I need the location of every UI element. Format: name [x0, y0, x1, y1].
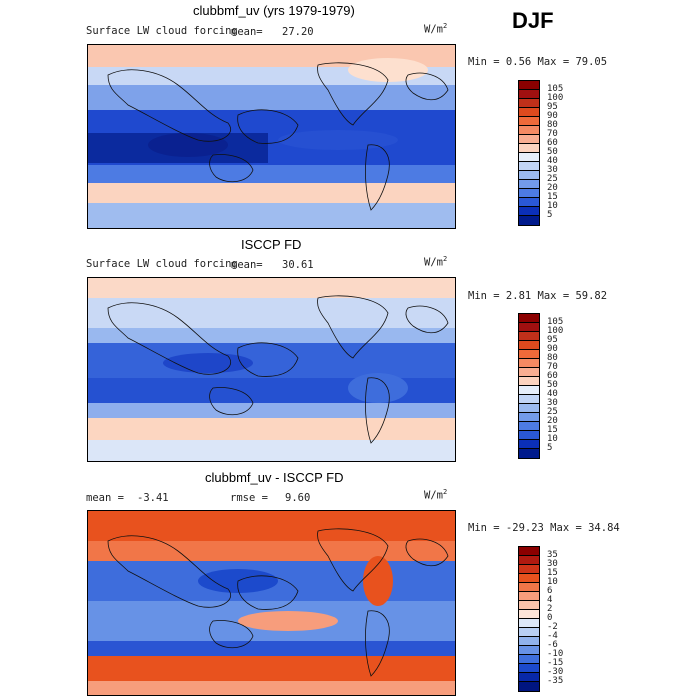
- colorbar-tick-label: 5: [547, 210, 553, 220]
- panel1-min-max: Min = 0.56 Max = 79.05: [468, 56, 608, 68]
- colorbar-tick-label: 35: [547, 550, 558, 560]
- panel2-min-max: Min = 2.81 Max = 59.82: [468, 290, 608, 302]
- panel2-colorbar-swatch: [518, 448, 540, 459]
- panel3-mean-label: mean =: [86, 492, 124, 504]
- colorbar-tick-label: 30: [547, 398, 558, 408]
- colorbar-tick-label: 60: [547, 138, 558, 148]
- panel3-units: W/m2: [424, 488, 448, 502]
- colorbar-tick-label: -35: [547, 676, 564, 686]
- panel2-colorbar: [518, 313, 540, 461]
- colorbar-tick-label: 10: [547, 577, 558, 587]
- panel1-title: clubbmf_uv (yrs 1979-1979): [193, 3, 355, 18]
- panel3-min-max: Min = -29.23 Max = 34.84: [468, 522, 620, 534]
- panel3-mean-value: -3.41: [137, 492, 169, 504]
- panel3-colorbar: [518, 546, 540, 694]
- colorbar-tick-label: -2: [547, 622, 558, 632]
- colorbar-tick-label: 105: [547, 84, 564, 94]
- panel3-title: clubbmf_uv - ISCCP FD: [205, 470, 344, 485]
- colorbar-tick-label: 70: [547, 362, 558, 372]
- season-label: DJF: [512, 8, 554, 33]
- panel3-colorbar-swatch: [518, 681, 540, 692]
- panel3-rmse-value: 9.60: [285, 492, 311, 504]
- colorbar-tick-label: 50: [547, 380, 558, 390]
- colorbar-tick-label: 60: [547, 371, 558, 381]
- colorbar-tick-label: 4: [547, 595, 553, 605]
- colorbar-tick-label: 20: [547, 416, 558, 426]
- colorbar-tick-label: 100: [547, 326, 564, 336]
- colorbar-tick-label: 6: [547, 586, 553, 596]
- colorbar-tick-label: 105: [547, 317, 564, 327]
- colorbar-tick-label: -15: [547, 658, 564, 668]
- colorbar-tick-label: 15: [547, 425, 558, 435]
- colorbar-tick-label: 20: [547, 183, 558, 193]
- panel2-units: W/m2: [424, 255, 448, 269]
- colorbar-tick-label: 40: [547, 156, 558, 166]
- colorbar-tick-label: 80: [547, 120, 558, 130]
- panel1-mean-label: mean=: [231, 26, 263, 38]
- colorbar-tick-label: 50: [547, 147, 558, 157]
- panel1-mean-value: 27.20: [282, 26, 314, 38]
- panel2-title: ISCCP FD: [241, 237, 302, 252]
- colorbar-tick-label: 95: [547, 102, 558, 112]
- colorbar-tick-label: 25: [547, 174, 558, 184]
- panel1-map: [87, 44, 456, 229]
- colorbar-tick-label: 15: [547, 568, 558, 578]
- colorbar-tick-label: 15: [547, 192, 558, 202]
- panel2-map: [87, 277, 456, 462]
- colorbar-tick-label: -30: [547, 667, 564, 677]
- colorbar-tick-label: 25: [547, 407, 558, 417]
- panel3-map: [87, 510, 456, 696]
- panel2-mean-value: 30.61: [282, 259, 314, 271]
- panel2-variable: Surface LW cloud forcing: [86, 258, 238, 270]
- panel1-colorbar-swatch: [518, 215, 540, 226]
- colorbar-tick-label: 70: [547, 129, 558, 139]
- colorbar-tick-label: 10: [547, 201, 558, 211]
- colorbar-tick-label: 10: [547, 434, 558, 444]
- colorbar-tick-label: 90: [547, 111, 558, 121]
- colorbar-tick-label: 30: [547, 165, 558, 175]
- colorbar-tick-label: 5: [547, 443, 553, 453]
- colorbar-tick-label: -6: [547, 640, 558, 650]
- panel1-colorbar: [518, 80, 540, 228]
- panel1-units: W/m2: [424, 22, 448, 36]
- colorbar-tick-label: 30: [547, 559, 558, 569]
- colorbar-tick-label: 90: [547, 344, 558, 354]
- panel3-rmse-label: rmse =: [230, 492, 268, 504]
- colorbar-tick-label: 2: [547, 604, 553, 614]
- colorbar-tick-label: 0: [547, 613, 553, 623]
- colorbar-tick-label: -10: [547, 649, 564, 659]
- colorbar-tick-label: 100: [547, 93, 564, 103]
- panel2-mean-label: mean=: [231, 259, 263, 271]
- colorbar-tick-label: -4: [547, 631, 558, 641]
- colorbar-tick-label: 95: [547, 335, 558, 345]
- panel1-variable: Surface LW cloud forcing: [86, 25, 238, 37]
- colorbar-tick-label: 40: [547, 389, 558, 399]
- colorbar-tick-label: 80: [547, 353, 558, 363]
